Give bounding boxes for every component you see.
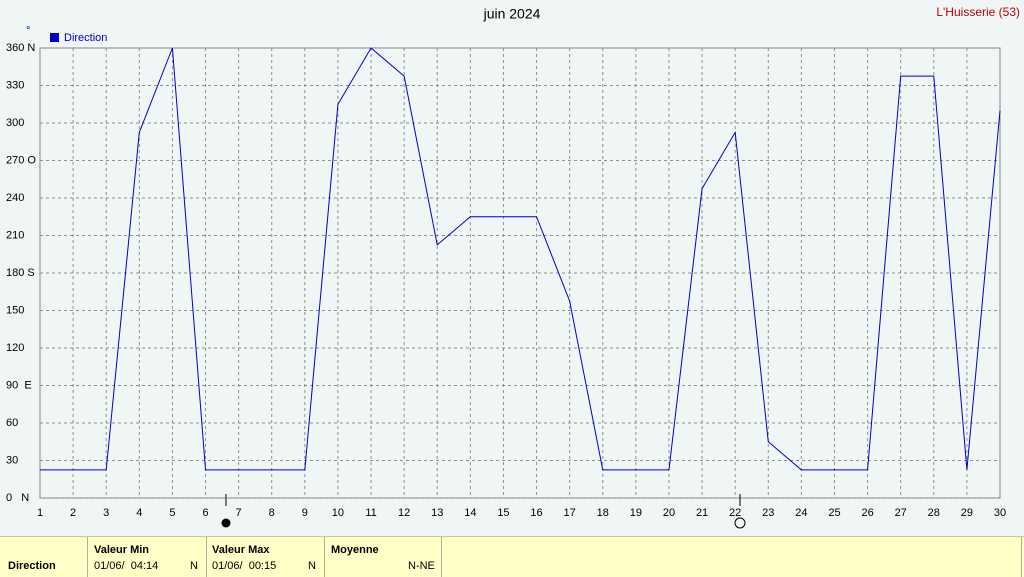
- y-tick-label: 150: [6, 304, 24, 316]
- x-tick-label: 8: [269, 507, 275, 519]
- moon-full: [221, 518, 231, 528]
- header: Valeur Max: [212, 544, 270, 556]
- x-tick-label: 17: [564, 507, 576, 519]
- y-tick-label: 0 N: [6, 492, 29, 504]
- x-tick-label: 16: [530, 507, 542, 519]
- x-tick-label: 7: [236, 507, 242, 519]
- x-tick-label: 1: [37, 507, 43, 519]
- chart: juin 2024 L'Huisserie (53) ° Direction 0…: [6, 5, 1020, 529]
- moon-new: [734, 517, 746, 529]
- cell: 01/06/ 04:14: [94, 560, 159, 572]
- x-tick-label: 28: [928, 507, 940, 519]
- cell: N: [190, 560, 198, 572]
- x-tick-label: 3: [103, 507, 109, 519]
- x-tick-label: 14: [464, 507, 476, 519]
- data-line: [40, 47, 1001, 471]
- cell: 01/06/ 00:15: [212, 560, 277, 572]
- separator: [87, 537, 88, 577]
- x-tick-label: 6: [202, 507, 208, 519]
- chart-title: juin 2024: [483, 6, 541, 22]
- separator: [1021, 537, 1022, 577]
- y-tick-label: 300: [6, 117, 24, 129]
- y-tick-label: 180 S: [6, 267, 35, 279]
- header: Moyenne: [331, 544, 379, 556]
- x-tick-label: 10: [332, 507, 344, 519]
- header: Valeur Min: [94, 544, 150, 556]
- x-tick-label: 20: [663, 507, 675, 519]
- x-tick-label: 19: [630, 507, 642, 519]
- x-tick-label: 18: [597, 507, 609, 519]
- y-tick-label: 30: [6, 454, 18, 466]
- x-tick-label: 12: [398, 507, 410, 519]
- row-label: Direction: [8, 560, 56, 572]
- x-tick-label: 27: [895, 507, 907, 519]
- legend-label: Direction: [64, 32, 107, 44]
- y-tick-label: 330: [6, 79, 24, 91]
- cell: N: [308, 560, 316, 572]
- x-tick-label: 25: [828, 507, 840, 519]
- x-tick-label: 4: [136, 507, 142, 519]
- x-tick-label: 24: [795, 507, 807, 519]
- x-tick-label: 2: [70, 507, 76, 519]
- legend-swatch: [50, 33, 59, 42]
- y-tick-label: 360 N: [6, 42, 35, 54]
- separator: [206, 537, 207, 577]
- y-tick-label: 90 E: [6, 379, 32, 391]
- x-tick-label: 30: [994, 507, 1006, 519]
- x-tick-label: 13: [431, 507, 443, 519]
- summary-table: Direction Valeur Min 01/06/ 04:14 N Vale…: [0, 536, 1024, 577]
- x-tick-label: 23: [762, 507, 774, 519]
- station: L'Huisserie (53): [936, 5, 1020, 19]
- x-tick-label: 22: [729, 507, 741, 519]
- y-tick-label: 120: [6, 342, 24, 354]
- x-tick-label: 9: [302, 507, 308, 519]
- x-tick-label: 26: [861, 507, 873, 519]
- y-tick-label: 60: [6, 417, 18, 429]
- x-tick-label: 29: [961, 507, 973, 519]
- unit: °: [26, 25, 30, 37]
- separator: [441, 537, 442, 577]
- cell: N-NE: [408, 560, 435, 572]
- separator: [324, 537, 325, 577]
- x-tick-label: 15: [497, 507, 509, 519]
- y-tick-label: 240: [6, 192, 24, 204]
- y-tick-label: 270 O: [6, 154, 36, 166]
- x-tick-label: 5: [169, 507, 175, 519]
- x-tick-label: 21: [696, 507, 708, 519]
- x-tick-label: 11: [365, 507, 376, 519]
- y-tick-label: 210: [6, 229, 24, 241]
